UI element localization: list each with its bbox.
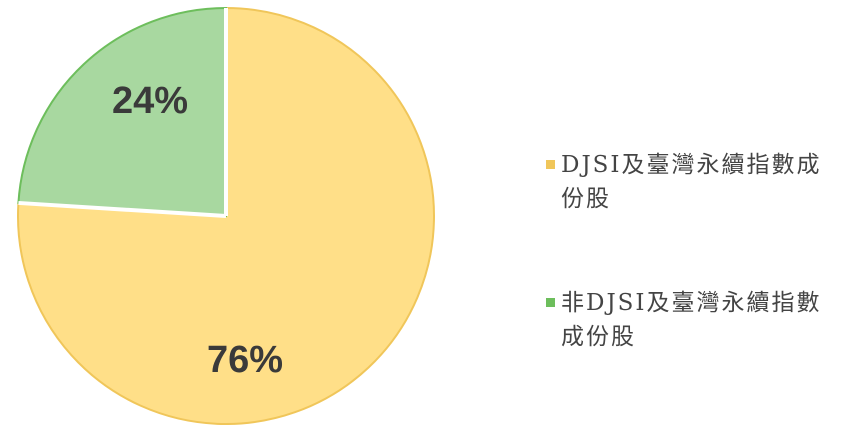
data-label: 24% — [112, 80, 188, 122]
legend-swatch — [546, 298, 555, 307]
pie-slice — [17, 6, 227, 218]
legend-label: 非DJSI及臺灣永續指數成份股 — [561, 290, 822, 350]
data-label: 76% — [207, 339, 283, 381]
slice-separator — [18, 200, 227, 218]
legend-item: 非DJSI及臺灣永續指數成份股 — [546, 286, 846, 354]
pie-slice — [17, 6, 435, 425]
legend-item: DJSI及臺灣永續指數成份股 — [546, 148, 846, 216]
legend-swatch — [546, 160, 555, 169]
legend-label: DJSI及臺灣永續指數成份股 — [561, 152, 822, 212]
